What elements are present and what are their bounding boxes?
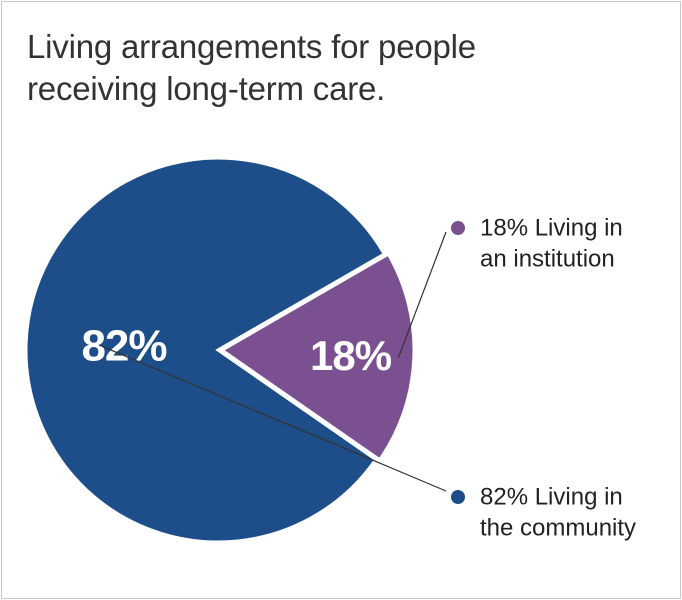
pie-slice-community — [24, 156, 387, 544]
pie-slices — [24, 156, 416, 544]
legend-label-community-line-1: 82% Living in — [480, 484, 623, 511]
slice-label-institution: 18% — [310, 332, 392, 379]
legend-label-institution-line-1: 18% Living in — [480, 215, 623, 242]
legend-label-institution-line-2: an institution — [480, 246, 615, 273]
chart-title: Living arrangements for people receiving… — [27, 28, 476, 107]
leader-lines — [98, 231, 447, 492]
legend-label-community-line-2: the community — [480, 515, 636, 542]
leader-line-community — [98, 344, 447, 492]
pie-slice-labels: 18% 82% — [81, 322, 392, 379]
pie-slice-institution — [219, 252, 416, 462]
leader-line-institution — [397, 231, 447, 358]
legend-dot-institution — [451, 221, 465, 235]
pie-legend: 18% Living in an institution 82% Living in… — [451, 215, 636, 542]
slice-label-community: 82% — [81, 322, 166, 371]
legend-dot-community — [451, 490, 465, 504]
